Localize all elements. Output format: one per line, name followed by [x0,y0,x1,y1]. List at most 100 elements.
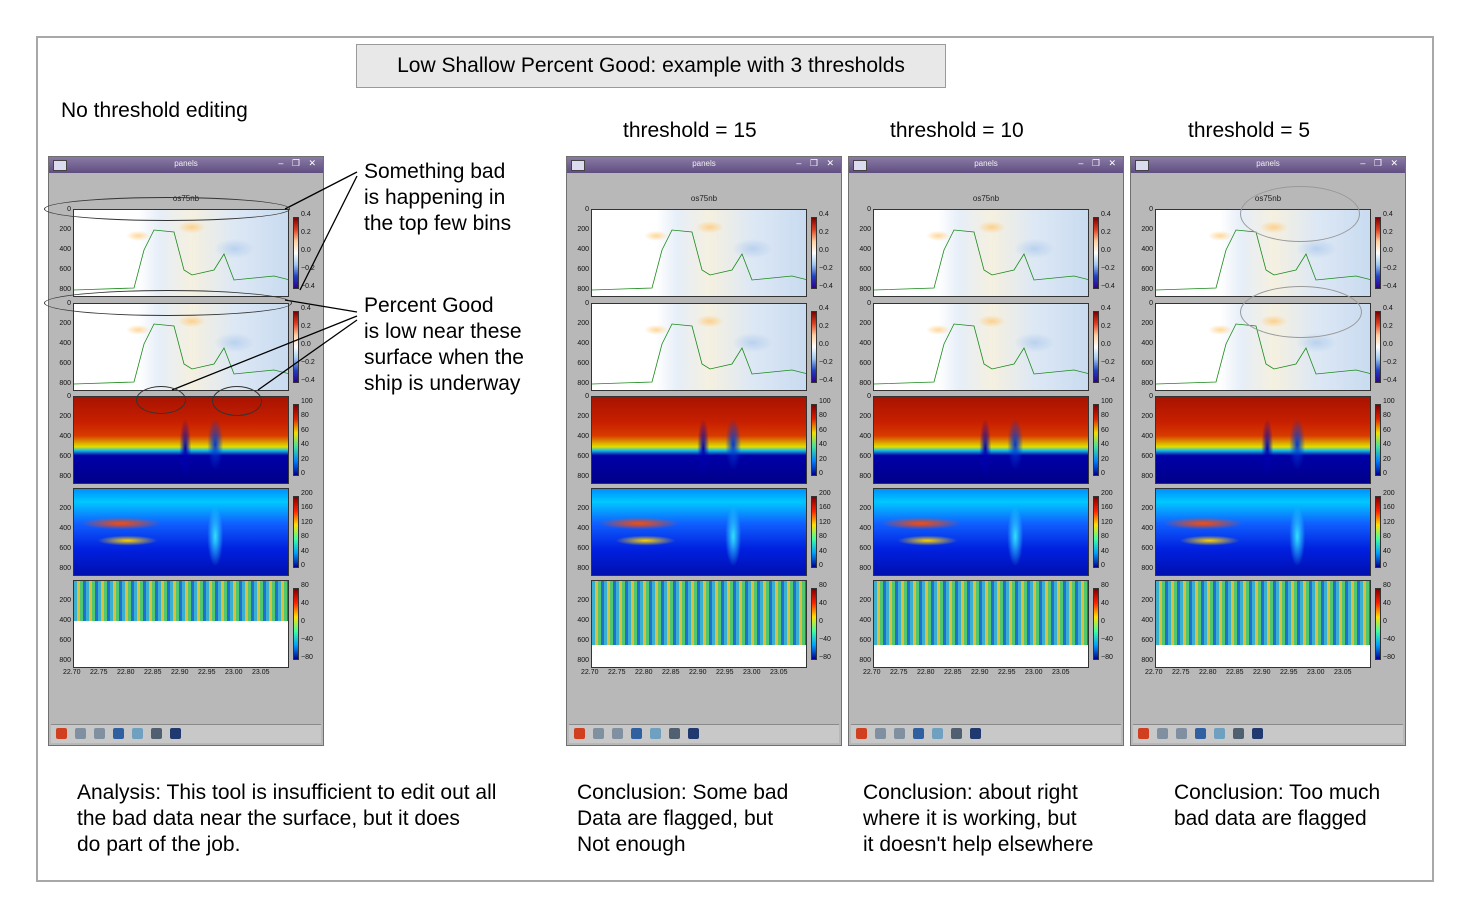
x-tick-label: 22.85 [944,669,962,676]
home-icon[interactable] [856,728,867,739]
back-icon[interactable] [875,728,886,739]
velocity-u-panel[interactable] [873,209,1089,297]
back-icon[interactable] [1157,728,1168,739]
zoom-icon[interactable] [932,728,943,739]
subplots-icon[interactable] [951,728,962,739]
x-tick-label: 23.00 [743,669,761,676]
forward-icon[interactable] [94,728,105,739]
y-tick-label: 800 [59,380,71,387]
y-tick-label: 800 [1141,565,1153,572]
colorbar-tick-label: 200 [1101,490,1113,497]
y-tick-label: 200 [59,413,71,420]
colorbar [1375,311,1381,383]
plot-window[interactable]: panels – ❐ ✕ os75nb 0 200 400 600 800 0.4 0.2 0.0−… [566,156,842,746]
y-tick-label: 0 [867,300,871,307]
y-tick-label: 0 [67,393,71,400]
save-icon[interactable] [970,728,981,739]
plot-window[interactable]: panels – ❐ ✕ os75nb 0 200 400 600 800 0.4 0.2 0.0−… [1130,156,1406,746]
percent-good-panel[interactable] [591,396,807,484]
y-tick-label: 600 [859,545,871,552]
back-icon[interactable] [75,728,86,739]
x-tick-label: 23.00 [225,669,243,676]
y-tick-label: 800 [859,657,871,664]
pan-icon[interactable] [1195,728,1206,739]
window-controls[interactable]: – ❐ ✕ [278,158,319,168]
save-icon[interactable] [1252,728,1263,739]
colorbar-tick-label: 0.0 [819,247,829,254]
colorbar-tick-label: −40 [1101,636,1113,643]
error-velocity-panel[interactable] [1155,580,1371,668]
x-tick-label: 22.80 [635,669,653,676]
y-tick-label: 400 [859,340,871,347]
percent-good-panel[interactable] [1155,396,1371,484]
subplots-icon[interactable] [1233,728,1244,739]
forward-icon[interactable] [612,728,623,739]
no-threshold-label: No threshold editing [61,99,248,122]
colorbar [1093,217,1099,289]
error-velocity-panel[interactable] [873,580,1089,668]
colorbar-tick-label: 0 [819,562,823,569]
x-tick-label: 22.70 [581,669,599,676]
y-tick-label: 200 [59,505,71,512]
colorbar-tick-label: 0.4 [819,305,829,312]
y-tick-label: 400 [859,617,871,624]
pan-icon[interactable] [113,728,124,739]
amp-panel[interactable] [73,488,289,576]
velocity-u-panel[interactable] [591,209,807,297]
colorbar-tick-label: −40 [819,636,831,643]
colorbar-tick-label: 0.4 [1101,305,1111,312]
save-icon[interactable] [170,728,181,739]
velocity-u-panel[interactable] [73,209,289,297]
window-titlebar[interactable]: panels – ❐ ✕ [567,157,841,173]
subplots-icon[interactable] [669,728,680,739]
percent-good-panel[interactable] [873,396,1089,484]
pan-icon[interactable] [631,728,642,739]
amp-panel[interactable] [591,488,807,576]
error-velocity-panel[interactable] [73,580,289,668]
back-icon[interactable] [593,728,604,739]
forward-icon[interactable] [894,728,905,739]
zoom-icon[interactable] [1214,728,1225,739]
error-velocity-panel[interactable] [591,580,807,668]
plot-window[interactable]: panels – ❐ ✕ os75nb 0 200 400 600 800 0.4 0.2 0.0−… [848,156,1124,746]
x-tick-label: 22.90 [689,669,707,676]
home-icon[interactable] [1138,728,1149,739]
zoom-icon[interactable] [132,728,143,739]
colorbar-tick-label: 160 [819,504,831,512]
pan-icon[interactable] [913,728,924,739]
colorbar-tick-label: −0.2 [1383,265,1397,272]
window-titlebar[interactable]: panels – ❐ ✕ [49,157,323,173]
window-controls[interactable]: – ❐ ✕ [1078,158,1119,168]
colorbar [1375,496,1381,568]
conclusion-line: Data are flagged, but [577,807,774,830]
colorbar-tick-label: 80 [819,533,827,541]
y-tick-label: 200 [577,413,589,420]
y-tick-label: 600 [1141,266,1153,273]
window-titlebar[interactable]: panels – ❐ ✕ [1131,157,1405,173]
plot-window[interactable]: panels – ❐ ✕ os75nb 0 200 400 600 800 0.4 0.2 0.0−… [48,156,324,746]
amp-panel[interactable] [873,488,1089,576]
window-icon [1135,160,1149,171]
forward-icon[interactable] [1176,728,1187,739]
highlight-ellipse [44,290,292,316]
x-tick-label: 22.95 [716,669,734,676]
amp-panel[interactable] [1155,488,1371,576]
home-icon[interactable] [56,728,67,739]
window-controls[interactable]: – ❐ ✕ [1360,158,1401,168]
home-icon[interactable] [574,728,585,739]
velocity-v-panel[interactable] [73,303,289,391]
velocity-v-panel[interactable] [591,303,807,391]
colorbar-tick-label: 120 [1101,518,1113,526]
colorbar-tick-label: 40 [1383,441,1391,449]
zoom-icon[interactable] [650,728,661,739]
window-titlebar[interactable]: panels – ❐ ✕ [849,157,1123,173]
colorbar-tick-label: 0.2 [1383,229,1393,236]
window-controls[interactable]: – ❐ ✕ [796,158,837,168]
subplots-icon[interactable] [151,728,162,739]
x-tick-label: 22.75 [608,669,626,676]
colorbar-tick-label: −0.4 [819,283,833,290]
save-icon[interactable] [688,728,699,739]
velocity-v-panel[interactable] [873,303,1089,391]
y-tick-label: 200 [1141,505,1153,512]
